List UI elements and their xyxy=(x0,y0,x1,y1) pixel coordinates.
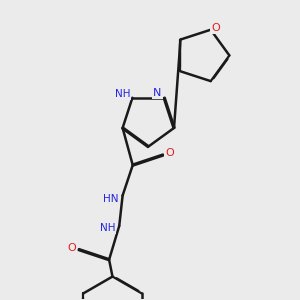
Text: NH: NH xyxy=(100,223,115,232)
Text: O: O xyxy=(68,243,76,253)
Text: HN: HN xyxy=(103,194,118,204)
Text: N: N xyxy=(153,88,162,98)
Text: O: O xyxy=(166,148,174,158)
Text: NH: NH xyxy=(115,89,130,99)
Text: O: O xyxy=(212,23,220,33)
